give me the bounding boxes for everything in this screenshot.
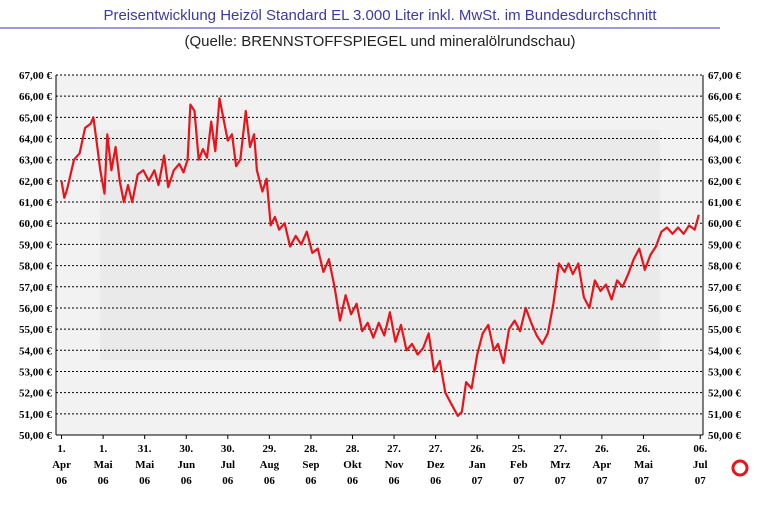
y-tick-label: 52,00 €	[19, 388, 53, 400]
x-tick-label: 06	[264, 475, 276, 487]
x-tick-label: 07	[555, 475, 567, 487]
y-tick-label: 55,00 €	[19, 324, 53, 336]
chart-subtitle: (Quelle: BRENNSTOFFSPIEGEL und mineralöl…	[185, 33, 576, 50]
x-tick-label: 06	[98, 475, 110, 487]
x-tick-label: Apr	[592, 459, 611, 471]
x-tick-label: Sep	[302, 459, 319, 471]
y-tick-label: 57,00 €	[19, 282, 53, 294]
y-tick-label: 62,00 €	[19, 176, 53, 188]
price-line	[60, 97, 700, 417]
background-picture	[100, 130, 660, 360]
y-tick-label: 50,00 €	[19, 430, 53, 442]
x-tick-label: 07	[695, 475, 707, 487]
x-tick-label: Mrz	[550, 459, 570, 471]
y2-tick-label: 59,00 €	[708, 239, 742, 251]
x-tick-label: Apr	[52, 459, 71, 471]
x-tick-label: 1.	[57, 443, 66, 455]
x-tick-label: 26.	[470, 443, 484, 455]
y-tick-label: 64,00 €	[19, 134, 53, 146]
x-tick-label: Mai	[94, 459, 113, 471]
x-tick-label: 06	[305, 475, 317, 487]
x-tick-label: Nov	[385, 459, 404, 471]
x-tick-label: 06	[56, 475, 68, 487]
x-tick-label: 28.	[304, 443, 318, 455]
x-tick-label: 06	[139, 475, 151, 487]
x-tick-label: 07	[472, 475, 484, 487]
x-tick-label: Jul	[220, 459, 235, 471]
logo	[731, 459, 749, 477]
y2-tick-label: 60,00 €	[708, 218, 742, 230]
x-tick-label: Mai	[634, 459, 653, 471]
x-tick-label: Feb	[510, 459, 528, 471]
y2-tick-label: 50,00 €	[708, 430, 742, 442]
x-tick-label: Jun	[177, 459, 195, 471]
y2-tick-label: 57,00 €	[708, 282, 742, 294]
y2-tick-label: 61,00 €	[708, 197, 742, 209]
y-tick-label: 59,00 €	[19, 239, 53, 251]
y2-tick-label: 63,00 €	[708, 155, 742, 167]
x-tick-label: 06	[389, 475, 401, 487]
y2-tick-label: 54,00 €	[708, 345, 742, 357]
x-tick-label: 26.	[595, 443, 609, 455]
x-tick-label: Aug	[260, 459, 280, 471]
x-tick-label: 30.	[179, 443, 193, 455]
x-tick-label: Mai	[135, 459, 154, 471]
y-tick-label: 63,00 €	[19, 155, 53, 167]
x-tick-label: 06	[181, 475, 193, 487]
y-tick-label: 51,00 €	[19, 409, 53, 421]
y2-tick-label: 55,00 €	[708, 324, 742, 336]
x-tick-label: 28.	[346, 443, 360, 455]
x-tick-label: 29.	[262, 443, 276, 455]
y-tick-label: 53,00 €	[19, 366, 53, 378]
y-tick-label: 58,00 €	[19, 261, 53, 273]
y-tick-label: 67,00 €	[19, 70, 53, 82]
x-tick-label: 27.	[387, 443, 401, 455]
y2-tick-label: 51,00 €	[708, 409, 742, 421]
x-tick-label: 06.	[693, 443, 707, 455]
y-tick-label: 65,00 €	[19, 112, 53, 124]
y2-tick-label: 58,00 €	[708, 261, 742, 273]
y2-tick-label: 67,00 €	[708, 70, 742, 82]
y-tick-label: 60,00 €	[19, 218, 53, 230]
y2-tick-label: 65,00 €	[708, 112, 742, 124]
x-tick-label: 06	[430, 475, 442, 487]
y2-tick-label: 53,00 €	[708, 366, 742, 378]
x-tick-label: 07	[513, 475, 525, 487]
x-tick-label: 07	[596, 475, 608, 487]
x-tick-label: 27.	[553, 443, 567, 455]
chart-title: Preisentwicklung Heizöl Standard EL 3.00…	[103, 7, 657, 24]
y2-tick-label: 66,00 €	[708, 91, 742, 103]
x-tick-label: Dez	[427, 459, 445, 471]
y-tick-label: 66,00 €	[19, 91, 53, 103]
y-tick-label: 56,00 €	[19, 303, 53, 315]
y2-tick-label: 64,00 €	[708, 134, 742, 146]
x-tick-label: 06	[347, 475, 359, 487]
y2-tick-label: 56,00 €	[708, 303, 742, 315]
x-tick-label: 30.	[221, 443, 235, 455]
x-tick-label: 26.	[637, 443, 651, 455]
x-tick-label: Okt	[343, 459, 362, 471]
y-tick-label: 61,00 €	[19, 197, 53, 209]
x-tick-label: 27.	[429, 443, 443, 455]
x-tick-label: 06	[222, 475, 234, 487]
x-tick-label: 31.	[138, 443, 152, 455]
x-tick-label: Jan	[469, 459, 486, 471]
x-tick-label: 07	[638, 475, 650, 487]
x-tick-label: 1.	[99, 443, 108, 455]
x-tick-label: Jul	[693, 459, 708, 471]
y-tick-label: 54,00 €	[19, 345, 53, 357]
x-tick-label: 25.	[512, 443, 526, 455]
y2-tick-label: 62,00 €	[708, 176, 742, 188]
y2-tick-label: 52,00 €	[708, 388, 742, 400]
